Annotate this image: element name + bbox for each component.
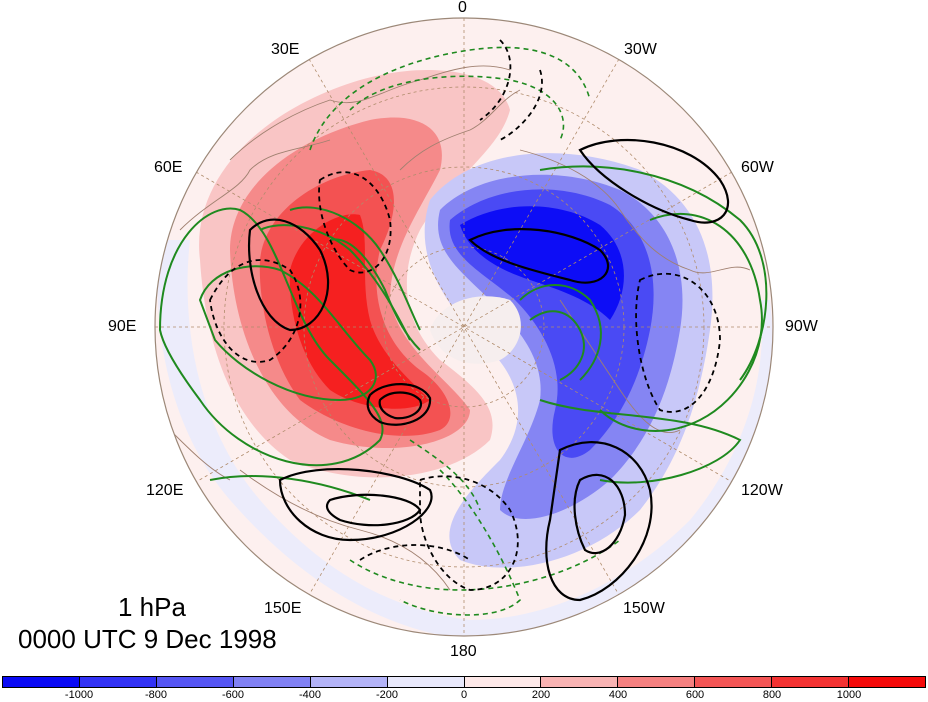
colorbar-segment — [541, 677, 619, 687]
map-border — [154, 17, 774, 637]
colorbar-tick-label: 600 — [685, 689, 705, 701]
colorbar-tick-label: -600 — [221, 689, 245, 701]
colorbar-segment — [233, 677, 311, 687]
colorbar-tick-label: 1000 — [836, 689, 862, 701]
colorbar-segment — [849, 677, 926, 687]
colorbar-segment — [387, 677, 465, 687]
lon-label-150w: 150W — [623, 600, 665, 617]
colorbar — [2, 676, 926, 688]
lon-label-0: 0 — [458, 0, 467, 16]
black-dashed-contours — [209, 39, 721, 591]
colorbar-tick-label: -800 — [144, 689, 168, 701]
valid-time-label: 0000 UTC 9 Dec 1998 — [18, 624, 277, 654]
lon-label-60w: 60W — [741, 159, 774, 176]
lon-label-120w: 120W — [741, 482, 783, 499]
lon-label-180: 180 — [450, 643, 477, 660]
lon-label-30w: 30W — [624, 41, 657, 58]
black-solid-contours — [248, 138, 730, 602]
colorbar-segment — [310, 677, 388, 687]
colorbar-tick-label: 200 — [531, 689, 551, 701]
colorbar-segment — [772, 677, 850, 687]
green-dashed-contours — [309, 46, 621, 616]
colorbar-tick-label: -400 — [298, 689, 322, 701]
colorbar-segment — [3, 677, 80, 687]
colorbar-tick-label: 400 — [608, 689, 628, 701]
pressure-level-label: 1 hPa — [118, 592, 186, 622]
colorbar-segment — [156, 677, 234, 687]
lon-label-120e: 120E — [146, 482, 184, 499]
colorbar-segment — [618, 677, 696, 687]
colorbar-tick-label: 800 — [762, 689, 782, 701]
colorbar-tick-label: -200 — [375, 689, 399, 701]
lon-label-90w: 90W — [785, 318, 818, 335]
lon-label-60e: 60E — [154, 159, 183, 176]
lon-label-90e: 90E — [108, 318, 137, 335]
graticule — [155, 18, 773, 636]
colorbar-segment — [695, 677, 773, 687]
green-contours — [158, 165, 768, 501]
lon-label-30e: 30E — [271, 41, 300, 58]
colorbar-tick-label: -1000 — [64, 689, 94, 701]
lon-label-150e: 150E — [264, 600, 302, 617]
colorbar-segment — [79, 677, 157, 687]
colorbar-tick-label: 0 — [460, 689, 468, 701]
colorbar-segment — [464, 677, 542, 687]
